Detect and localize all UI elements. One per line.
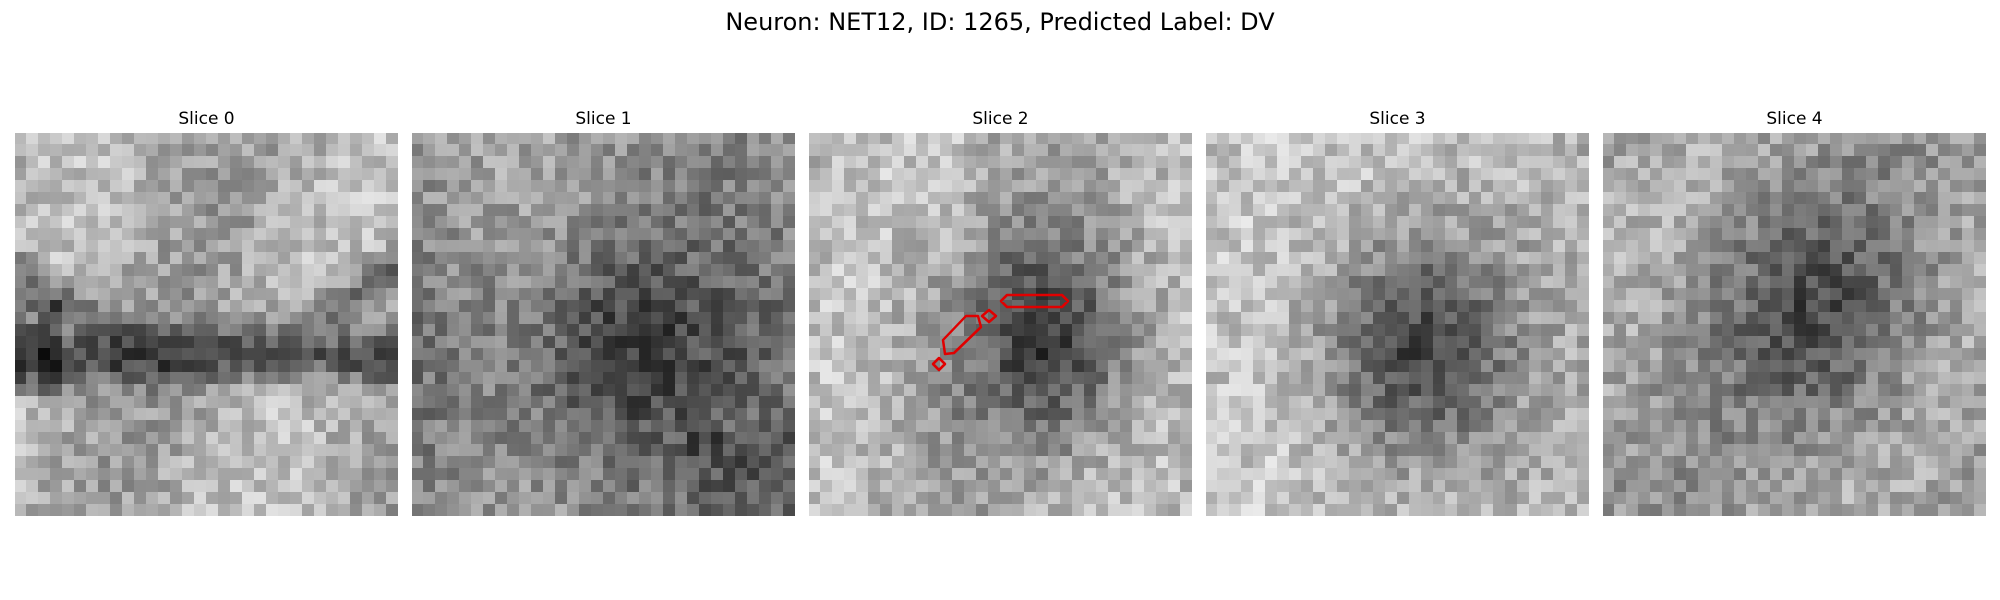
slice-1-image <box>412 133 795 516</box>
slice-4-image <box>1603 133 1986 516</box>
slice-3-image <box>1206 133 1589 516</box>
slice-2-image <box>809 133 1192 516</box>
slice-panel-3: Slice 3 <box>1206 108 1589 516</box>
slice-0-canvas <box>15 133 398 516</box>
slice-2-title: Slice 2 <box>972 109 1029 129</box>
slice-2-canvas <box>809 133 1192 516</box>
slice-4-canvas <box>1603 133 1986 516</box>
slice-panel-0: Slice 0 <box>15 108 398 516</box>
slice-0-title: Slice 0 <box>178 109 235 129</box>
figure-title: Neuron: NET12, ID: 1265, Predicted Label… <box>725 8 1275 36</box>
slice-panel-2: Slice 2 <box>809 108 1192 516</box>
slice-4-title: Slice 4 <box>1766 109 1823 129</box>
slice-3-canvas <box>1206 133 1589 516</box>
slice-0-image <box>15 133 398 516</box>
slice-panel-1: Slice 1 <box>412 108 795 516</box>
slice-1-title: Slice 1 <box>575 109 632 129</box>
slice-3-title: Slice 3 <box>1369 109 1426 129</box>
slice-1-canvas <box>412 133 795 516</box>
slice-panel-4: Slice 4 <box>1603 108 1986 516</box>
